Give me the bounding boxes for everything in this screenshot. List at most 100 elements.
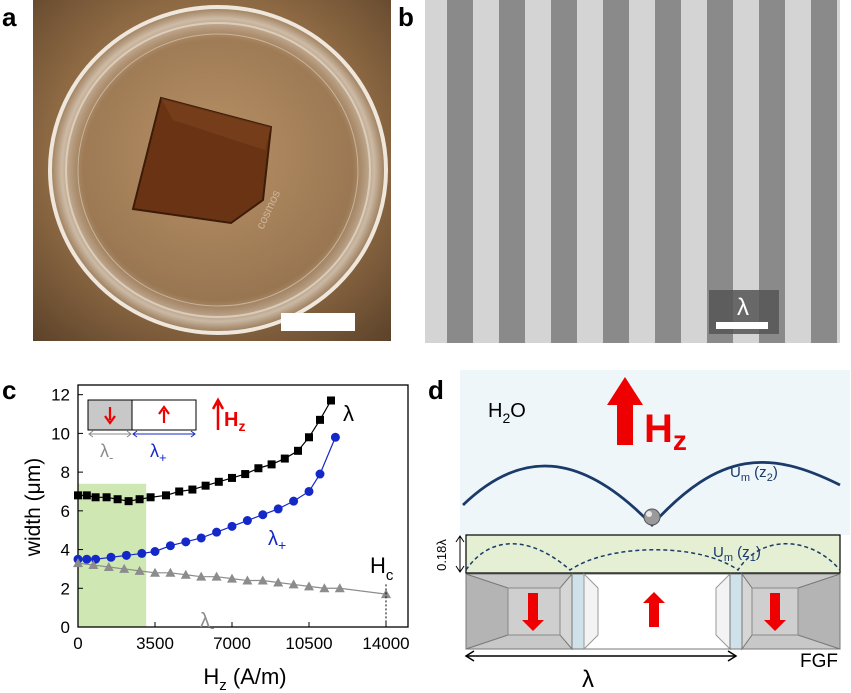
hz-field-label: Hz xyxy=(644,407,687,456)
data-point-square xyxy=(214,477,223,486)
y-tick-label: 6 xyxy=(61,502,70,521)
data-point-circle xyxy=(82,554,92,564)
y-tick-label: 4 xyxy=(61,541,70,560)
panel-a-photo: cosmos xyxy=(33,0,391,341)
potential-label-z1: Um (z1) xyxy=(713,544,761,564)
data-point-circle xyxy=(289,496,299,506)
data-point-square xyxy=(135,495,144,504)
x-tick-label: 0 xyxy=(73,634,82,653)
domain-down-arrow-right xyxy=(764,593,786,631)
data-point-square xyxy=(113,495,122,504)
energy-landscape-diagram: H2O Hz Um (z2) Um (z1) 0.18λ λ FGF xyxy=(434,370,850,693)
data-point-square xyxy=(162,491,170,500)
data-point-circle xyxy=(212,527,222,537)
data-point-square xyxy=(74,491,82,500)
stripe-domain-image: λ xyxy=(425,0,840,343)
y-tick-label: 10 xyxy=(51,424,70,443)
panel-c-letter: c xyxy=(2,375,17,405)
data-point-circle xyxy=(258,510,268,520)
data-point-triangle xyxy=(211,571,222,581)
data-point-triangle xyxy=(119,563,130,573)
magnetic-stripe-domain xyxy=(759,0,785,343)
data-point-circle xyxy=(165,541,175,551)
data-point-circle xyxy=(273,504,283,514)
series-label-lambda: λ xyxy=(343,401,354,426)
data-point-circle xyxy=(304,486,314,496)
data-point-triangle xyxy=(73,558,83,568)
x-tick-label: 10500 xyxy=(285,634,332,653)
data-point-triangle xyxy=(257,575,268,585)
data-point-square xyxy=(146,493,155,502)
data-point-circle xyxy=(106,552,116,562)
y-tick-label: 2 xyxy=(61,579,70,598)
data-point-square xyxy=(327,396,335,405)
magnetic-stripe-domain xyxy=(655,0,681,343)
series-line-0 xyxy=(78,400,332,502)
data-point-triangle xyxy=(180,569,191,579)
magnetic-stripe-domain xyxy=(551,0,577,343)
potential-curve-z1 xyxy=(465,543,841,572)
y-tick-label: 8 xyxy=(61,463,70,482)
colloidal-particle xyxy=(643,508,661,526)
data-point-triangle xyxy=(103,561,114,571)
hc-label: Hc xyxy=(370,553,394,584)
data-point-square xyxy=(280,454,289,463)
data-point-circle xyxy=(121,550,131,560)
data-point-triangle xyxy=(319,583,330,593)
domain-down-arrow-left xyxy=(522,593,544,631)
inset-hz-label: Hz xyxy=(224,409,245,434)
data-point-triangle xyxy=(334,583,345,593)
water-label: H2O xyxy=(488,400,526,426)
data-point-triangle xyxy=(165,567,176,577)
data-point-square xyxy=(102,493,111,502)
x-axis-label: Hz (A/m) xyxy=(203,664,286,693)
data-point-square xyxy=(188,485,197,494)
data-point-circle xyxy=(330,432,340,442)
panel-b-micrograph: λ xyxy=(425,0,840,343)
data-point-square xyxy=(241,470,250,479)
magnetic-stripe-domain xyxy=(811,0,837,343)
data-point-triangle xyxy=(150,567,160,577)
data-point-square xyxy=(254,464,263,473)
data-point-circle xyxy=(227,521,237,531)
petri-dish-photo: cosmos xyxy=(33,0,391,341)
data-point-circle xyxy=(196,533,206,543)
series-label-lambda-plus: λ+ xyxy=(268,528,286,553)
y-tick-label: 0 xyxy=(61,618,70,637)
data-point-circle xyxy=(242,516,252,526)
data-point-square xyxy=(201,481,210,490)
data-point-square xyxy=(316,415,324,424)
panel-b-letter: b xyxy=(398,2,414,32)
data-point-triangle xyxy=(304,581,314,591)
data-point-triangle xyxy=(227,573,237,583)
panel-d-letter: d xyxy=(428,375,444,405)
data-point-triangle xyxy=(196,571,207,581)
data-point-circle xyxy=(137,548,147,558)
near-surface-layer xyxy=(465,534,841,574)
scale-bar-label: λ xyxy=(737,294,749,321)
data-point-square xyxy=(175,487,184,496)
data-point-triangle xyxy=(88,560,99,570)
x-tick-label: 3500 xyxy=(136,634,174,653)
data-point-square xyxy=(228,473,236,482)
inset-lambda-minus: λ- xyxy=(100,441,113,465)
x-tick-label: 7000 xyxy=(213,634,251,653)
data-point-triangle xyxy=(273,577,284,587)
width-vs-field-chart: 0 3500 7000 10500 14000 0 2 4 6 8 10 12 Hc Hz (A/m)… xyxy=(22,384,410,693)
hz-field-arrow xyxy=(607,377,643,445)
data-point-triangle xyxy=(134,565,145,575)
data-point-square xyxy=(91,493,100,502)
data-point-square xyxy=(267,460,276,469)
series-label-lambda-minus: λ- xyxy=(200,610,215,635)
y-axis-label: width (μm) xyxy=(22,458,45,557)
data-point-circle xyxy=(181,537,191,547)
data-point-circle xyxy=(150,546,160,556)
data-point-circle xyxy=(315,469,325,479)
data-point-square xyxy=(82,491,91,500)
data-point-triangle xyxy=(288,579,299,589)
particle-highlight xyxy=(646,511,652,517)
domain-inset: λ- λ+ Hz xyxy=(87,397,245,465)
magnetic-stripe-domain xyxy=(603,0,629,343)
y-tick-label: 12 xyxy=(51,386,70,405)
data-point-square xyxy=(124,497,133,506)
